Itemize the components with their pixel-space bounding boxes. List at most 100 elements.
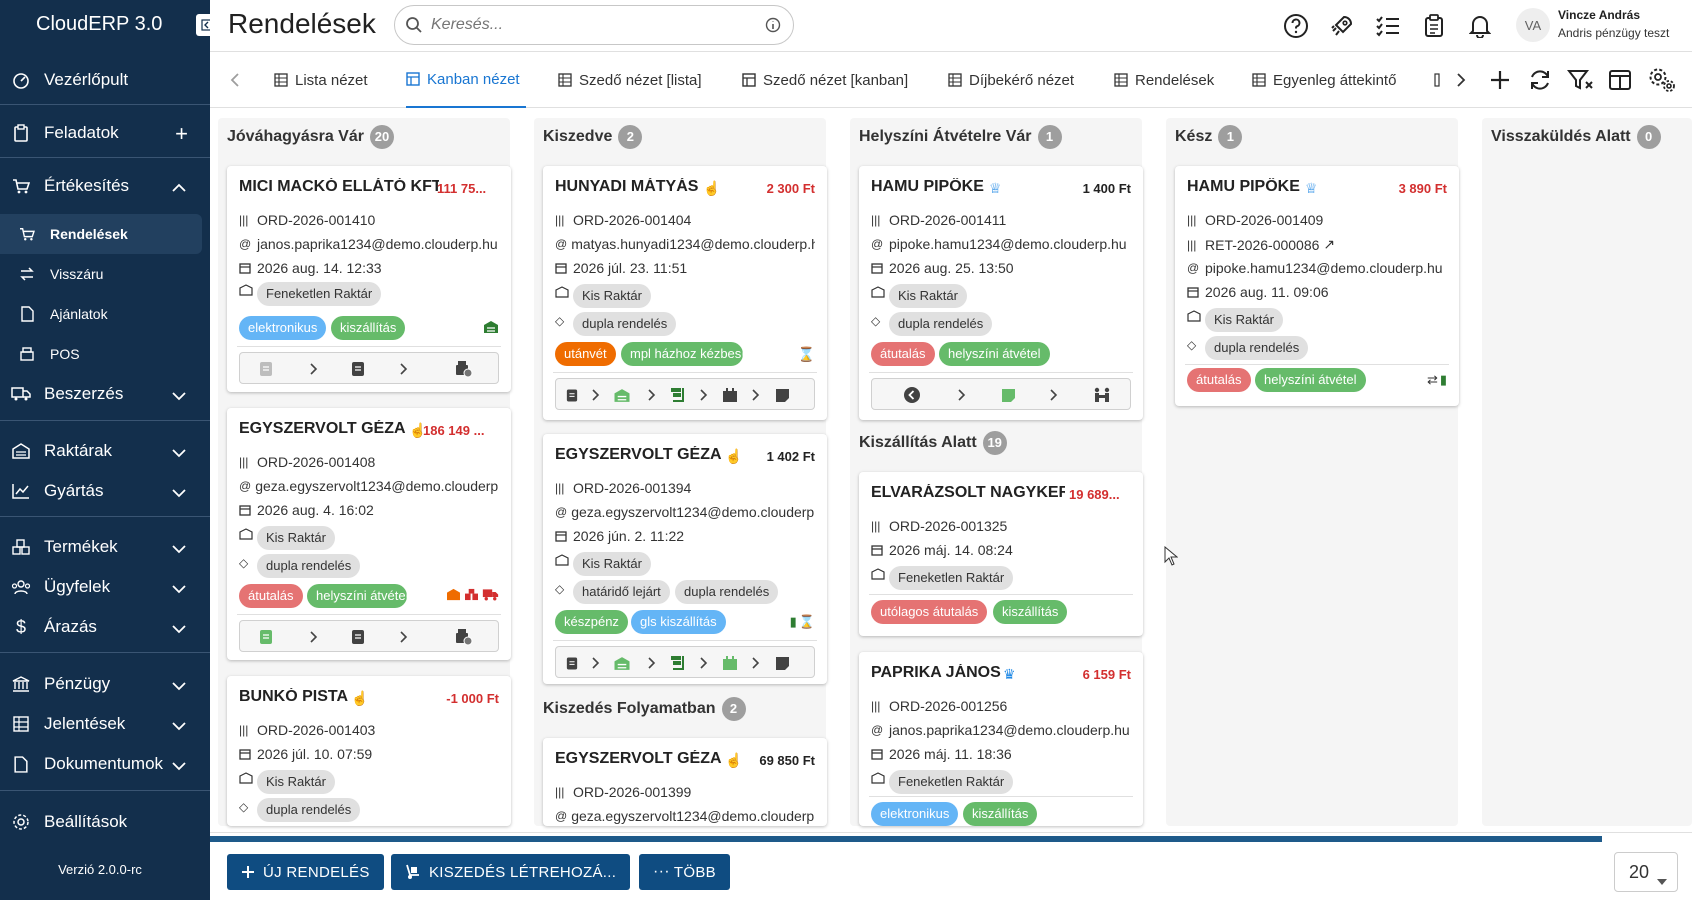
more-button[interactable]: ··· TÖBB: [639, 854, 730, 890]
sidebar-item-label: Termékek: [44, 537, 118, 556]
barcode-icon: |||: [239, 213, 249, 227]
add-task-icon[interactable]: +: [175, 121, 188, 146]
sidebar-item-sales[interactable]: Értékesítés: [0, 166, 210, 206]
sidebar-item-documents[interactable]: Dokumentumok: [0, 744, 210, 784]
sidebar-subitem-quotes[interactable]: Ajánlatok: [0, 294, 210, 334]
bell-icon[interactable]: [1466, 12, 1494, 40]
back-button-icon[interactable]: [902, 385, 922, 405]
invoice-icon[interactable]: [562, 385, 582, 405]
rocket-icon[interactable]: [1328, 12, 1356, 40]
order-number: ||| ORD-2026-001410: [239, 212, 376, 228]
bank-icon: [10, 673, 32, 695]
order-card[interactable]: HAMU PIPŐKE ♕ 1 400 Ft ||| ORD-2026-00141…: [859, 166, 1143, 420]
order-card[interactable]: MICI MACKÓ ELLÁTÓ KFT 111 75... ||| ORD-2…: [227, 166, 511, 392]
order-card[interactable]: EGYSZERVOLT GÉZA ☝ 1 402 Ft ||| ORD-2026-…: [543, 434, 827, 684]
document-icon[interactable]: [256, 627, 276, 647]
package-icon[interactable]: [720, 385, 740, 405]
sidebar-item-manufacturing[interactable]: Gyártás: [0, 471, 210, 511]
package-icon[interactable]: [720, 653, 740, 673]
sidebar-item-tasks[interactable]: Feladatok +: [0, 113, 210, 153]
search-box[interactable]: [394, 5, 794, 45]
checklist-icon[interactable]: [1374, 12, 1402, 40]
clipboard-check-icon[interactable]: [1420, 12, 1448, 40]
sidebar-item-reports[interactable]: Jelentések: [0, 704, 210, 744]
sidebar-item-purchasing[interactable]: Beszerzés: [0, 374, 210, 414]
warehouse-icon[interactable]: [612, 653, 632, 673]
columns-icon[interactable]: [1606, 66, 1634, 94]
warehouse-icon[interactable]: [612, 385, 632, 405]
new-order-button[interactable]: ÚJ RENDELÉS: [227, 854, 384, 890]
tabs-scroll-right-button[interactable]: [1456, 52, 1466, 108]
tab-orders[interactable]: Rendelések: [1114, 52, 1214, 108]
return-number[interactable]: ||| RET-2026-000086 ↗: [1187, 236, 1336, 253]
help-icon[interactable]: [1282, 12, 1310, 40]
document-icon[interactable]: [256, 359, 276, 379]
sidebar-subitem-orders[interactable]: Rendelések: [0, 214, 202, 254]
order-card[interactable]: ELVARÁZSOLT NAGYKER 19 689... ||| ORD-202…: [859, 472, 1143, 636]
invoice-icon[interactable]: [348, 359, 368, 379]
invoice-icon[interactable]: [348, 627, 368, 647]
create-pick-button[interactable]: KISZEDÉS LÉTREHOZÁ...: [391, 854, 631, 890]
order-card[interactable]: EGYSZERVOLT GÉZA ☝ 69 850 Ft ||| ORD-2026…: [543, 738, 827, 826]
column-count-badge: 20: [369, 125, 394, 149]
tab-balance-overview[interactable]: Egyenleg áttekintő: [1252, 52, 1396, 108]
tab-list-view[interactable]: Lista nézet: [274, 52, 368, 108]
sidebar-item-finance[interactable]: Pénzügy: [0, 664, 210, 704]
handover-icon[interactable]: [1092, 385, 1112, 405]
order-card[interactable]: HUNYADI MÁTYÁS ☝ 2 300 Ft ||| ORD-2026-00…: [543, 166, 827, 420]
calendar-icon: [871, 748, 885, 760]
note-icon[interactable]: [772, 653, 792, 673]
avatar[interactable]: VA: [1516, 8, 1550, 42]
trophy-icon: ♕: [1305, 180, 1318, 196]
order-date: 2026 aug. 4. 16:02: [239, 502, 374, 518]
tag-chip: dupla rendelés: [257, 798, 361, 822]
sidebar-subitem-pos[interactable]: POS: [0, 334, 210, 374]
sidebar-item-warehouses[interactable]: Raktárak: [0, 431, 210, 471]
tab-picker-list-view[interactable]: Szedő nézet [lista]: [558, 52, 702, 108]
info-icon[interactable]: [765, 17, 781, 36]
order-card[interactable]: PAPRIKA JÁNOS ♛ 6 159 Ft ||| ORD-2026-001…: [859, 652, 1143, 826]
tab-overflow[interactable]: [1434, 52, 1440, 108]
customer-name: BUNKÓ PISTA: [239, 688, 349, 705]
sidebar-item-settings[interactable]: Beállítások: [0, 802, 210, 842]
divider: [0, 420, 210, 421]
hand-truck-icon[interactable]: [668, 653, 688, 673]
add-icon[interactable]: [1486, 66, 1514, 94]
brand-name: CloudERP 3.0: [36, 12, 163, 35]
tab-kanban-view[interactable]: Kanban nézet: [406, 52, 526, 108]
hand-truck-icon[interactable]: [668, 385, 688, 405]
order-card[interactable]: HAMU PIPŐKE ♕ 3 890 Ft ||| ORD-2026-00140…: [1175, 166, 1459, 406]
tag-chip: dupla rendelés: [889, 312, 993, 336]
sidebar-item-customers[interactable]: Ügyfelek: [0, 567, 210, 607]
horizontal-scrollbar[interactable]: [210, 836, 1602, 842]
sidebar-item-products[interactable]: Termékek: [0, 527, 210, 567]
sidebar-item-pricing[interactable]: $ Árazás: [0, 607, 210, 647]
order-number: ||| ORD-2026-001325: [871, 518, 1008, 534]
search-input[interactable]: [431, 16, 751, 34]
barcode-icon: |||: [871, 699, 881, 713]
invoice-icon[interactable]: [562, 653, 582, 673]
boxes-icon: [465, 588, 478, 601]
note-icon[interactable]: [998, 385, 1018, 405]
filter-icon[interactable]: [1566, 66, 1594, 94]
tabs-scroll-left-button[interactable]: [230, 52, 240, 108]
order-amount: 111 75...: [437, 181, 487, 196]
register-icon[interactable]: [454, 627, 474, 647]
barcode-icon: |||: [871, 213, 881, 227]
tab-picker-kanban-view[interactable]: Szedő nézet [kanban]: [742, 52, 908, 108]
order-card[interactable]: BUNKÓ PISTA ☝ -1 000 Ft ||| ORD-2026-0014…: [227, 676, 511, 826]
tab-proforma-view[interactable]: Díjbekérő nézet: [948, 52, 1074, 108]
sidebar-item-dashboard[interactable]: Vezérlőpult: [0, 60, 210, 100]
note-icon[interactable]: [772, 385, 792, 405]
brand-logo[interactable]: CloudERP 3.0: [0, 0, 210, 48]
sidebar-subitem-returns[interactable]: Visszáru: [0, 254, 210, 294]
page-size-select[interactable]: 20: [1614, 852, 1678, 892]
sidebar-item-label: Pénzügy: [44, 674, 111, 693]
order-card[interactable]: EGYSZERVOLT GÉZA ☝ 186 149 ... ||| ORD-20…: [227, 408, 511, 660]
refresh-icon[interactable]: [1526, 66, 1554, 94]
register-icon[interactable]: [454, 359, 474, 379]
column-count-badge: 1: [1218, 125, 1243, 149]
hand-pointer-icon: ☝: [351, 690, 369, 706]
settings-icon[interactable]: [1648, 66, 1676, 94]
table-icon: [558, 73, 572, 87]
